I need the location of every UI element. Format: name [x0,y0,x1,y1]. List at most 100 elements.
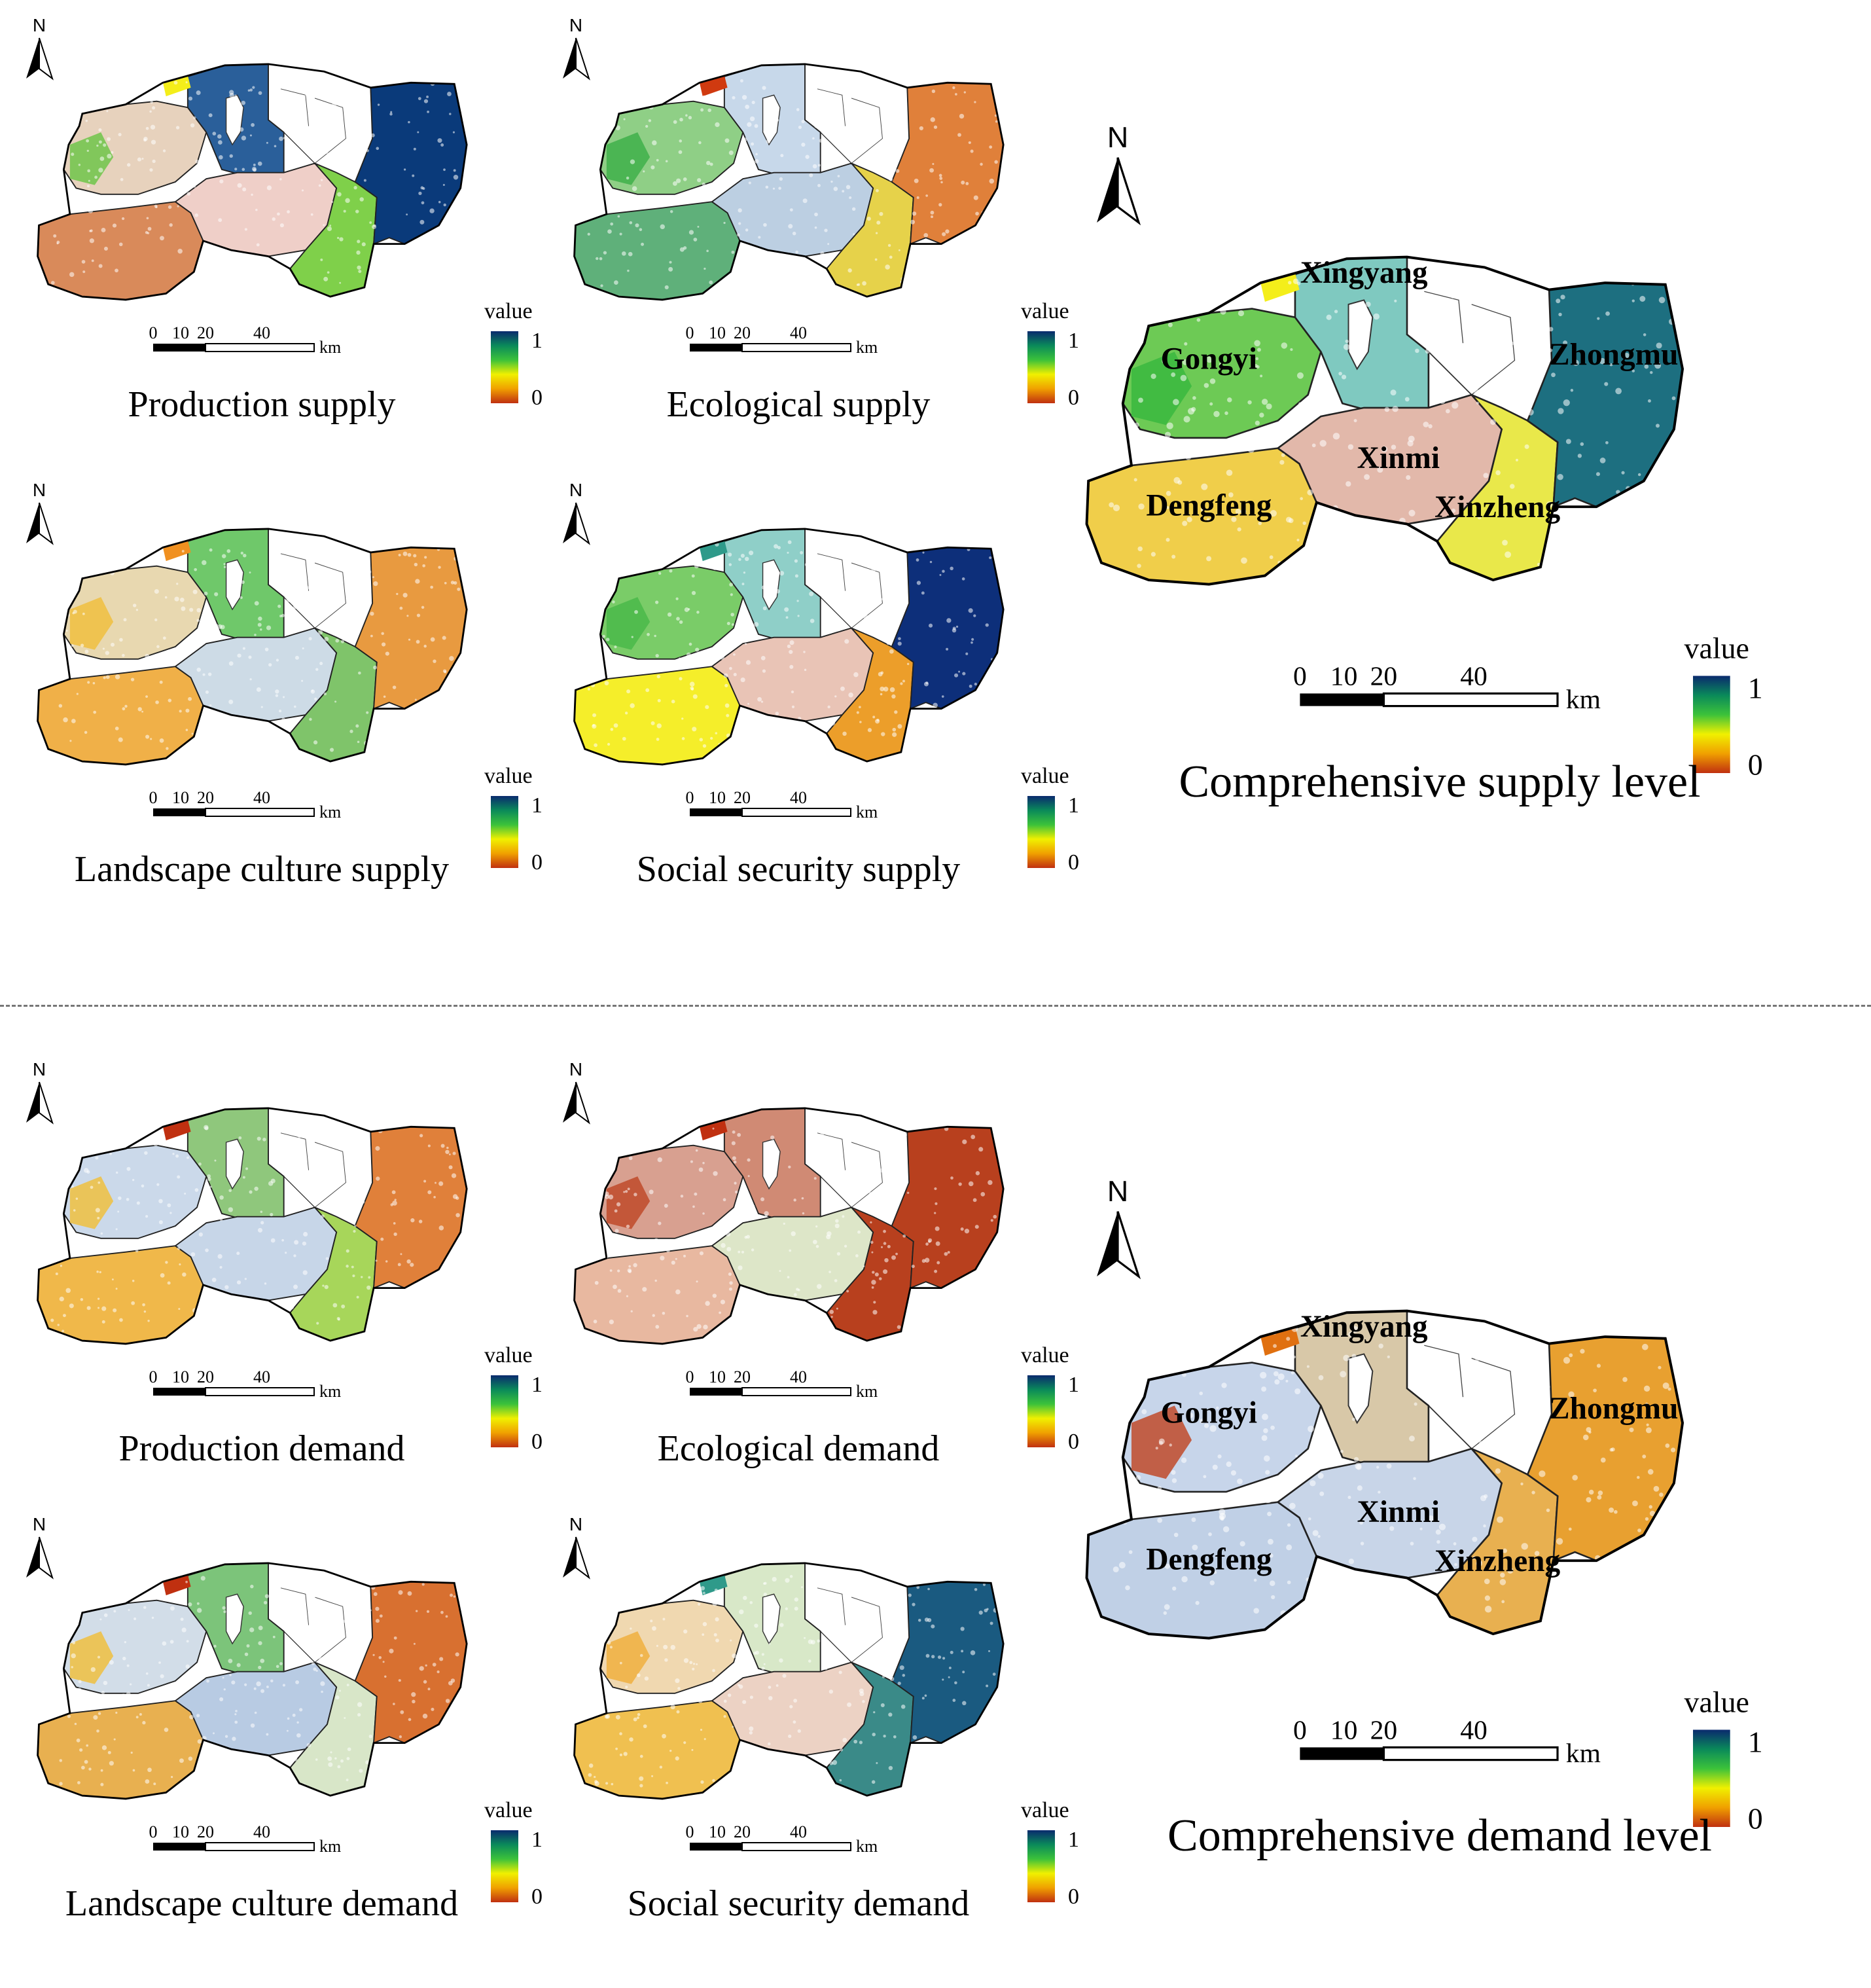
speckle [587,1233,592,1237]
speckle [830,721,836,726]
speckle [617,215,620,218]
speckle [440,1610,444,1614]
speckle [207,1177,211,1182]
speckle [1132,304,1139,311]
speckle [787,1276,790,1278]
speckle [1269,1580,1275,1587]
speckle [885,1118,890,1123]
speckle [1512,281,1518,287]
speckle [156,645,160,649]
speckle [1268,1538,1274,1545]
speckle [304,1582,307,1585]
speckle [1167,291,1171,295]
speckle [757,696,762,702]
speckle [762,606,767,611]
speckle [132,1179,135,1182]
speckle [844,1244,847,1248]
speckle [901,576,904,579]
speckle [270,1212,274,1217]
speckle [815,1244,819,1248]
speckle [178,1308,181,1310]
speckle [234,1713,237,1716]
speckle [368,1125,371,1128]
speckle [1596,1364,1601,1368]
speckle [202,1766,207,1771]
gongyi-west-patch [606,132,650,185]
speckle [789,1249,792,1252]
speckle [379,1614,383,1618]
north-arrow-right-half [1116,1211,1141,1280]
speckle [1253,364,1258,369]
speckle [313,1642,319,1647]
speckle [849,196,852,200]
speckle [1175,1356,1179,1360]
speckle [75,1153,79,1158]
speckle [715,732,718,734]
speckle [130,542,133,545]
speckle [1641,1343,1648,1350]
speckle [370,634,373,638]
speckle [1203,1423,1209,1428]
speckle [954,1681,957,1685]
speckle [1476,1329,1480,1333]
speckle [258,1641,262,1646]
speckle [287,616,291,619]
panel-comprehensive-supply: Xingyang Gongyi Zhongmu Xinmi Dengfeng X… [1073,118,1852,838]
speckle [688,230,694,235]
speckle [241,273,246,278]
speckle [260,628,262,631]
speckle [1416,1600,1424,1607]
speckle [864,1120,868,1125]
speckle [373,581,378,587]
speckle [924,1754,927,1756]
speckle [1605,441,1609,444]
speckle [1343,344,1350,350]
speckle [113,663,116,666]
speckle [833,187,838,191]
speckle [94,175,98,179]
speckle [429,1295,433,1299]
speckle [254,1186,258,1191]
speckle [1573,359,1579,366]
speckle [700,1586,705,1591]
speckle [207,672,212,676]
speckle [658,1221,662,1225]
speckle [994,160,998,164]
speckle [976,1739,980,1743]
speckle [889,649,894,654]
speckle [1254,340,1260,347]
speckle [346,1757,350,1760]
speckle [619,1753,623,1756]
speckle [796,108,800,111]
speckle [948,1667,952,1669]
speckle [141,1184,145,1188]
speckle [1273,1344,1277,1348]
speckle [888,1178,893,1183]
speckle [961,180,965,185]
speckle [1645,1427,1652,1434]
speckle [681,737,685,740]
scale-unit: km [856,803,878,822]
speckle [314,697,317,701]
speckle [863,628,868,634]
speckle [650,721,655,725]
speckle [812,164,817,169]
speckle [165,1261,168,1264]
legend-title: value [1684,1686,1749,1719]
scale-tick-label: 20 [1370,661,1398,691]
speckle [449,715,454,721]
speckle [145,1215,149,1218]
speckle [652,557,656,560]
speckle [177,205,179,208]
speckle [334,1199,337,1202]
speckle [812,1239,817,1244]
speckle [398,1679,401,1682]
speckle [1308,1517,1311,1521]
speckle [1171,554,1176,559]
speckle [438,75,442,79]
speckle [987,676,992,680]
speckle [320,258,323,261]
speckle [760,700,764,703]
speckle [406,213,408,216]
speckle [250,1584,254,1589]
